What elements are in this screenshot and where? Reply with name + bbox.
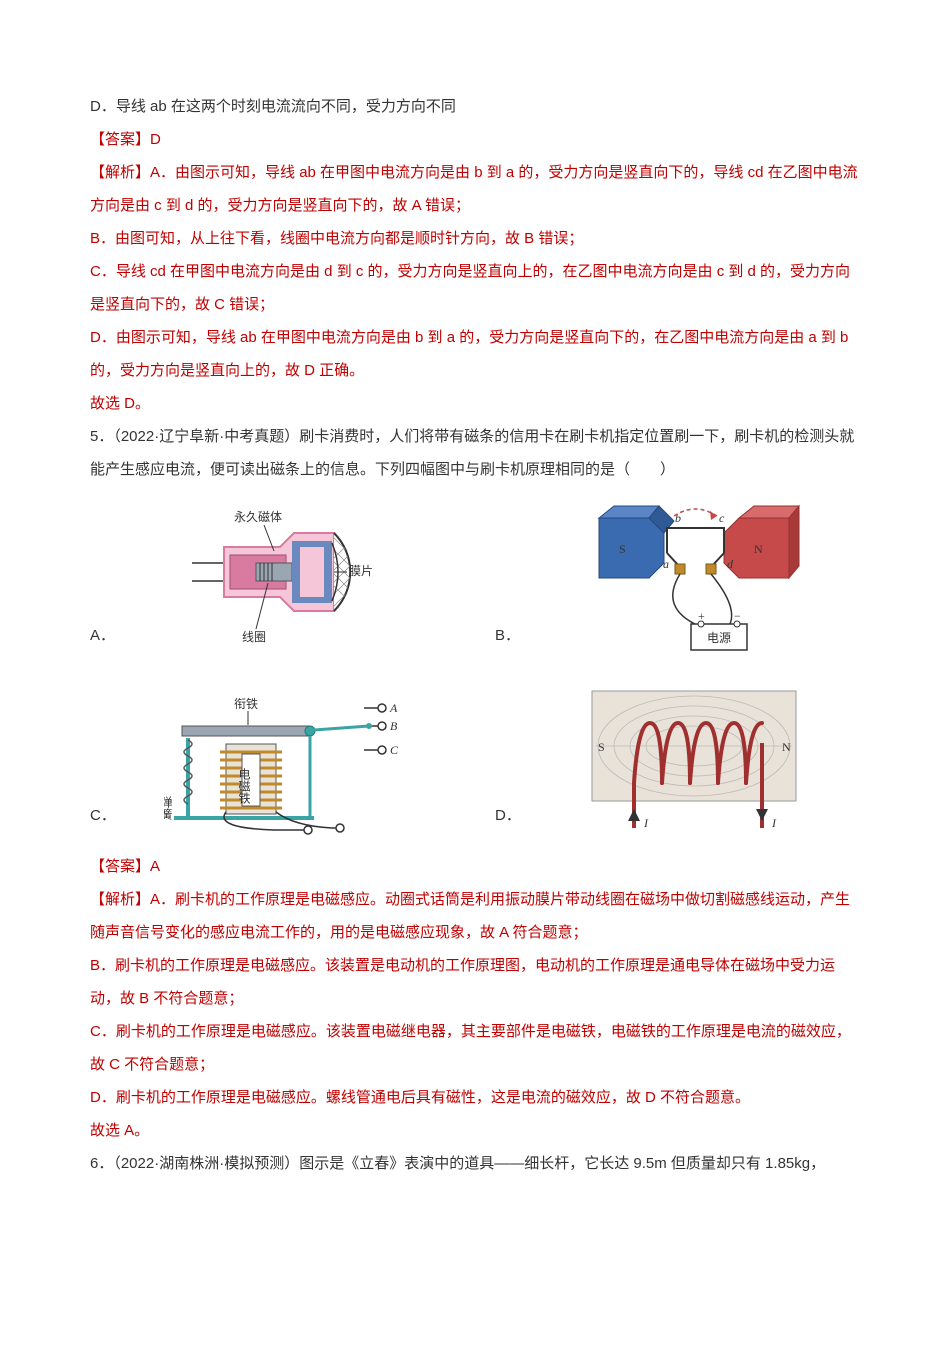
q5-option-c: C． A — [90, 678, 455, 838]
fig-c-term-e: E — [335, 835, 344, 838]
fig-d-i-left: I — [643, 816, 649, 830]
fig-d-s: S — [598, 740, 605, 754]
q4-analysis-a: 【解析】A．由图示可知，导线 ab 在甲图中电流方向是由 b 到 a 的，受力方… — [90, 156, 860, 222]
q5-figure-d: I I S N — [529, 683, 860, 833]
q5-option-a: A． — [90, 498, 455, 658]
fig-d-n: N — [782, 740, 791, 754]
q4-analysis-a-text: A．由图示可知，导线 ab 在甲图中电流方向是由 b 到 a 的，受力方向是竖直… — [90, 164, 858, 214]
q5-analysis-d: D．刷卡机的工作原理是电磁感应。螺线管通电后具有磁性，这是电流的磁效应，故 D … — [90, 1081, 860, 1114]
fig-b-label-c: c — [719, 511, 725, 525]
fig-b-label-n: N — [754, 542, 763, 556]
fig-a-label-diaphragm: 膜片 — [349, 564, 373, 578]
fig-d-i-right: I — [771, 816, 777, 830]
fig-c-label-armature: 衔铁 — [234, 697, 258, 711]
fig-c-label-spring: 弹簧 — [164, 796, 173, 820]
q5-option-d: D． — [495, 678, 860, 838]
fig-c-label-electromagnet: 电磁铁 — [237, 768, 251, 804]
q5-analysis-b: B．刷卡机的工作原理是电磁感应。该装置是电动机的工作原理图，电动机的工作原理是通… — [90, 949, 860, 1015]
q4-conclusion: 故选 D。 — [90, 387, 860, 420]
fig-b-plus: + — [698, 609, 705, 623]
fig-b-label-b: b — [675, 511, 681, 525]
fig-c-term-d: D — [303, 835, 313, 838]
q4-option-d: D．导线 ab 在这两个时刻电流流向不同，受力方向不同 — [90, 90, 860, 123]
fig-c-term-c: C — [390, 743, 399, 757]
q4-answer-label: 【答案】D — [90, 123, 860, 156]
q6-stem: 6．（2022·湖南株洲·模拟预测）图示是《立春》表演中的道具——细长杆，它长达… — [90, 1147, 860, 1180]
fig-b-label-d: d — [727, 557, 734, 571]
q5-analysis-a-text: A．刷卡机的工作原理是电磁感应。动圈式话筒是利用振动膜片带动线圈在磁场中做切割磁… — [90, 891, 850, 941]
fig-b-source: 电源 — [707, 631, 731, 645]
fig-c-term-a: A — [389, 701, 398, 715]
q5-stem: 5．（2022·辽宁阜新·中考真题）刷卡消费时，人们将带有磁条的信用卡在刷卡机指… — [90, 420, 860, 486]
q5-analysis-c: C．刷卡机的工作原理是电磁感应。该装置电磁继电器，其主要部件是电磁铁，电磁铁的工… — [90, 1015, 860, 1081]
option-letter-c: C． — [90, 799, 116, 838]
q5-answer-label: 【答案】A — [90, 850, 860, 883]
q5-figure-a: 永久磁体 膜片 线圈 — [123, 503, 455, 653]
q4-analysis-d: D．由图示可知，导线 ab 在甲图中电流方向是由 b 到 a 的，受力方向是竖直… — [90, 321, 860, 387]
q5-option-b: B． S N — [495, 498, 860, 658]
fig-b-label-s: S — [619, 542, 626, 556]
analysis-label: 【解析】 — [90, 164, 150, 181]
q5-analysis-label: 【解析】 — [90, 891, 150, 908]
fig-b-minus: − — [734, 609, 741, 623]
q4-analysis-c: C．导线 cd 在甲图中电流方向是由 d 到 c 的，受力方向是竖直向上的，在乙… — [90, 255, 860, 321]
fig-a-label-magnet: 永久磁体 — [234, 509, 282, 524]
fig-c-term-b: B — [390, 719, 398, 733]
option-letter-a: A． — [90, 619, 115, 658]
option-letter-d: D． — [495, 799, 521, 838]
q5-figure-b: S N a b c d — [528, 498, 860, 658]
q5-conclusion: 故选 A。 — [90, 1114, 860, 1147]
option-letter-b: B． — [495, 619, 520, 658]
q5-analysis-a: 【解析】A．刷卡机的工作原理是电磁感应。动圈式话筒是利用振动膜片带动线圈在磁场中… — [90, 883, 860, 949]
q5-figure-c: A B C 电 — [124, 678, 455, 838]
q4-analysis-b: B．由图可知，从上往下看，线圈中电流方向都是顺时针方向，故 B 错误； — [90, 222, 860, 255]
fig-b-label-a: a — [663, 557, 669, 571]
fig-a-label-coil: 线圈 — [242, 630, 266, 644]
q5-options-grid: A． — [90, 498, 860, 838]
